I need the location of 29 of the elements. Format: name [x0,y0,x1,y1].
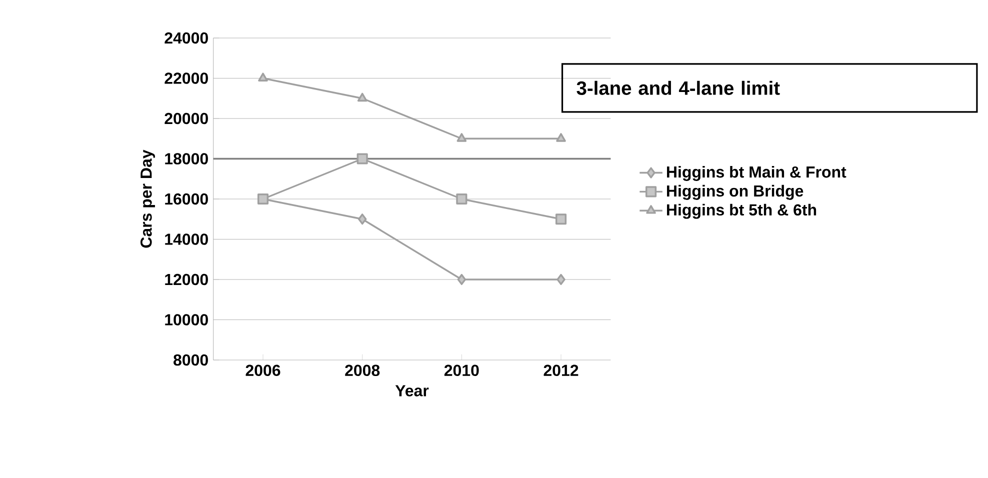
point [358,214,367,225]
legend-label: Higgins on Bridge [667,184,804,200]
point [258,72,268,82]
x-tick-label: 2006 [246,364,280,376]
x-tick-label: 2008 [345,364,380,376]
point [457,274,466,286]
point [555,214,567,225]
y-tick-label: 16000 [165,193,208,205]
x-tick-label: 2010 [444,364,479,376]
point [356,153,368,164]
point [556,133,566,142]
x-axis-title: Year [395,385,429,396]
y-tick-label: 14000 [165,234,208,245]
y-tick-label: 24000 [164,32,208,44]
y-tick-label: 8000 [174,354,208,366]
y-tick-label: 18000 [165,153,208,164]
legend-label: Higgins bt Main & Front [667,166,846,181]
y-tick-label: 22000 [164,72,208,84]
point [556,274,566,286]
y-tick-label: 20000 [164,112,208,124]
point [456,193,468,205]
point [456,133,467,142]
y-tick-label: 12000 [165,274,208,286]
annotation: 3-lane and 4-lane limit [576,80,780,95]
x-tick-label: 2012 [544,364,578,376]
y-axis-title: Cars per Day [140,150,155,248]
legend-label: Higgins bt 5th & 6th [667,204,816,219]
y-tick-label: 10000 [165,314,208,326]
point [357,92,368,102]
